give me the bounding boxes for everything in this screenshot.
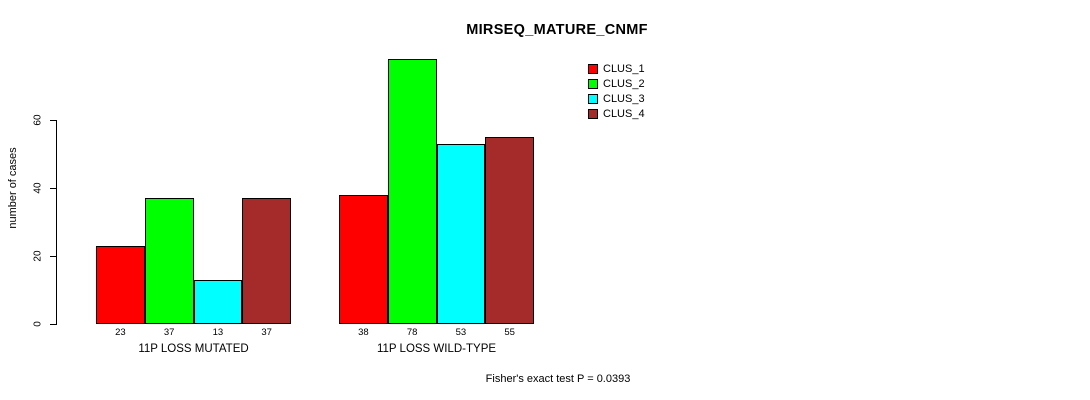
bar-clus_4-group1: [242, 198, 291, 324]
bar-clus_2-group1: [144, 198, 194, 324]
legend-entry-clus_2: CLUS_2: [588, 76, 645, 91]
legend-entry-clus_4: CLUS_4: [588, 106, 645, 121]
y-tick-label: 60: [32, 114, 44, 126]
bar-value-label: 78: [406, 327, 418, 338]
legend-entry-clus_3: CLUS_3: [588, 91, 645, 106]
bar-value-label: 37: [261, 327, 272, 338]
legend-swatch-icon: [588, 78, 598, 89]
bar-value-label: 37: [163, 327, 175, 338]
bar-clus_4-group2: [485, 137, 534, 324]
legend-swatch-icon: [588, 63, 598, 74]
bar-clus_1-group1: [96, 245, 145, 324]
legend-entry-clus_1: CLUS_1: [588, 61, 645, 76]
legend-swatch-icon: [588, 93, 598, 104]
bar-clus_2-group2: [387, 58, 437, 324]
y-tick-label: 40: [32, 182, 44, 194]
legend-swatch-icon: [588, 108, 598, 119]
bar-value-label: 13: [212, 327, 224, 338]
legend-label: CLUS_4: [603, 107, 645, 120]
bar-value-label: 53: [455, 327, 467, 338]
legend-label: CLUS_1: [603, 62, 645, 75]
bar-clus_3-group2: [436, 143, 486, 324]
legend-label: CLUS_2: [603, 77, 645, 90]
y-tick-label: 20: [32, 250, 44, 262]
legend: CLUS_1 CLUS_2 CLUS_3 CLUS_4: [588, 61, 645, 121]
bar-value-label: 38: [358, 327, 369, 338]
footnote-pvalue: Fisher's exact test P = 0.0393: [485, 373, 631, 385]
legend-label: CLUS_3: [603, 92, 645, 105]
y-tick-mark: [50, 256, 56, 257]
y-tick-label: 0: [32, 321, 44, 327]
y-axis-line: [56, 120, 57, 325]
bar-value-label: 55: [504, 327, 515, 338]
bar-clus_1-group2: [339, 194, 388, 324]
chart-title: MIRSEQ_MATURE_CNMF: [466, 22, 648, 38]
bar-clus_3-group1: [193, 279, 243, 324]
bar-value-label: 23: [115, 327, 126, 338]
group-label: 11P LOSS WILD-TYPE: [376, 343, 497, 355]
y-tick-mark: [50, 324, 56, 325]
y-tick-mark: [50, 120, 56, 121]
group-label: 11P LOSS MUTATED: [138, 343, 249, 355]
y-axis-label: number of cases: [7, 147, 19, 229]
y-tick-mark: [50, 188, 56, 189]
